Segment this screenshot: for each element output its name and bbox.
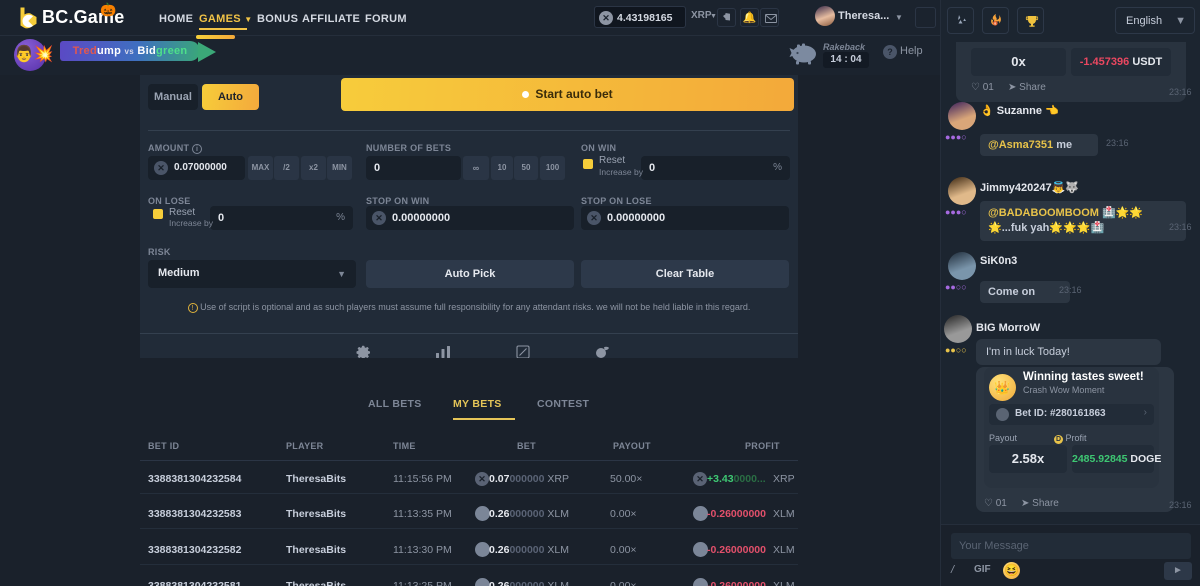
svg-text:B: B xyxy=(994,21,996,25)
